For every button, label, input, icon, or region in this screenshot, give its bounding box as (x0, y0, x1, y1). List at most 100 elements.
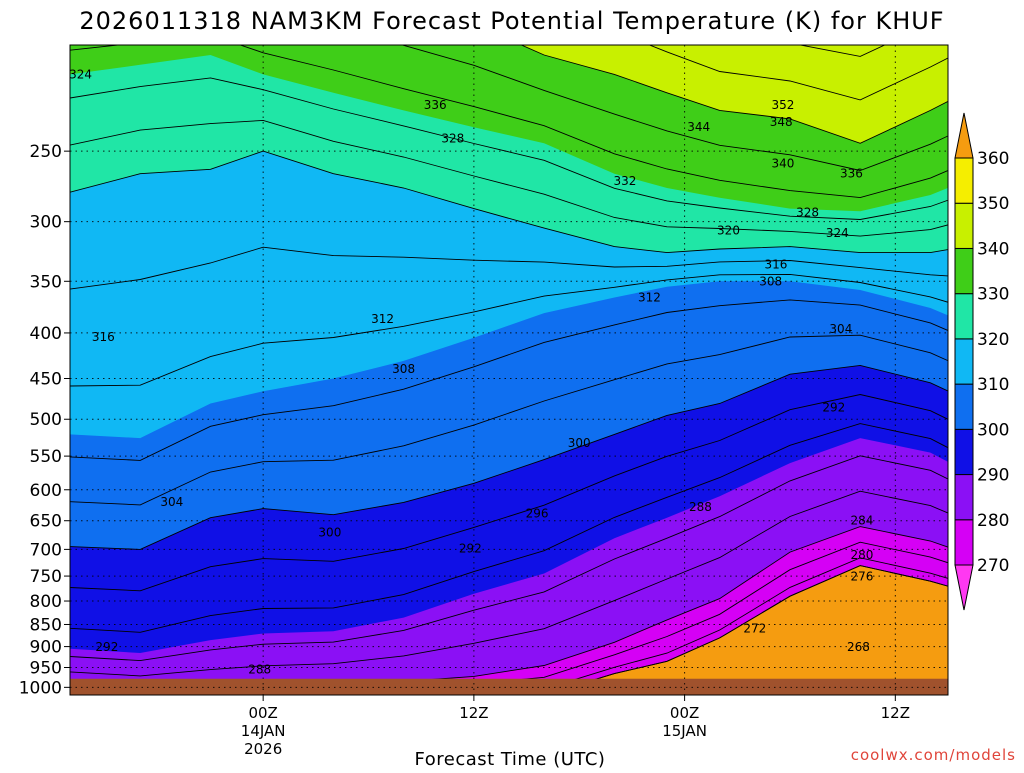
y-tick-label: 700 (30, 540, 62, 560)
contour-label: 340 (771, 156, 794, 170)
colorbar-label: 360 (977, 149, 1009, 169)
colorbar-swatch-270 (954, 519, 974, 566)
colorbar-swatch-330 (954, 247, 974, 295)
contour-label: 288 (689, 500, 712, 514)
y-tick-label: 900 (30, 638, 62, 658)
contour-label: 308 (759, 274, 782, 288)
contour-label: 300 (568, 436, 591, 450)
x-tick-label: 15JAN (662, 722, 707, 740)
contour-308K (70, 299, 948, 461)
y-tick-label: 1000 (19, 678, 62, 698)
contour-300K (70, 364, 948, 550)
band-360K (30, 0, 1024, 5)
contour-label: 276 (851, 570, 874, 584)
contour-label: 328 (796, 206, 819, 220)
colorbar-swatch-290 (954, 428, 974, 476)
contour-label: 308 (392, 362, 415, 376)
colorbar-label: 280 (977, 511, 1009, 531)
contour-324K (70, 119, 948, 237)
contour-label: 292 (822, 400, 845, 414)
colorbar-label: 310 (977, 375, 1009, 395)
x-tick-label: 14JAN (241, 722, 286, 740)
contour-label: 348 (770, 115, 793, 129)
contour-296K (70, 394, 948, 592)
colorbar-swatch-350 (954, 157, 974, 204)
site-credit: coolwx.com/models (851, 746, 1016, 764)
contour-label: 296 (526, 507, 549, 521)
contour-label: 312 (371, 312, 394, 326)
y-tick-label: 300 (30, 213, 62, 233)
contour-label: 352 (771, 98, 794, 112)
contour-328K (70, 77, 948, 220)
y-tick-label: 750 (30, 567, 62, 587)
contour-292K (70, 423, 948, 633)
colorbar-label: 340 (977, 239, 1009, 259)
y-tick-label: 800 (30, 592, 62, 612)
colorbar-label: 270 (977, 556, 1009, 576)
y-tick-label: 500 (30, 410, 62, 430)
contour-284K (70, 490, 948, 677)
y-tick-label: 850 (30, 615, 62, 635)
x-tick-label: 2026 (244, 740, 282, 758)
colorbar-label: 300 (977, 420, 1009, 440)
contour-label: 288 (248, 663, 271, 677)
y-tick-label: 550 (30, 447, 62, 467)
contour-332K (70, 45, 948, 199)
contour-label: 328 (441, 132, 464, 146)
x-axis-label: Forecast Time (UTC) (415, 749, 606, 768)
contour-340K (520, 45, 948, 144)
contour-312K (70, 273, 948, 387)
colorbar-swatch-310 (954, 338, 974, 385)
y-axis: 250 300 350 400 450 500 550 600 650 700 750 800 850 9… (19, 142, 70, 698)
contour-labels: 3243363283443523483443403363323283243203… (69, 67, 874, 677)
colorbar-label: 290 (977, 466, 1009, 486)
contour-label: 324 (69, 67, 92, 81)
y-tick-label: 400 (30, 324, 62, 344)
y-tick-label: 600 (30, 481, 62, 501)
x-tick-label: 00Z (670, 704, 699, 722)
contour-label: 312 (638, 291, 661, 305)
contour-320K (70, 150, 948, 254)
colorbar-label: 320 (977, 330, 1009, 350)
x-tick-label: 00Z (248, 704, 277, 722)
contour-316K (70, 246, 948, 290)
contour-label: 300 (318, 525, 341, 539)
contour-label: 292 (459, 541, 482, 555)
colorbar-arrow-bottom (954, 564, 974, 611)
contour-label: 316 (92, 330, 115, 344)
colorbar-label: 350 (977, 194, 1009, 214)
contour-304K (70, 334, 948, 506)
contour-268K (70, 565, 948, 695)
y-tick-label: 950 (30, 659, 62, 679)
y-tick-label: 450 (30, 369, 62, 389)
plot-area: 3243363283443523483443403363323283243203… (30, 0, 1024, 695)
contour-label: 316 (764, 257, 787, 271)
contour-label: 280 (851, 548, 874, 562)
contour-label: 324 (826, 226, 849, 240)
contour-label: 344 (687, 120, 710, 134)
contour-label: 320 (717, 224, 740, 238)
colorbar-label: 330 (977, 285, 1009, 305)
colorbar-arrow-top (954, 112, 974, 159)
contour-288K (70, 455, 948, 662)
contour-label: 268 (847, 640, 870, 654)
contour-label: 304 (829, 322, 852, 336)
y-tick-label: 350 (30, 272, 62, 292)
colorbar-swatch-300 (954, 383, 974, 430)
contour-label: 336 (424, 98, 447, 112)
contour-336K (401, 45, 948, 171)
contour-label: 304 (160, 495, 183, 509)
y-tick-label: 650 (30, 512, 62, 532)
plot-frame (69, 44, 949, 696)
colorbar-legend: 270 280 290 300 310 320 330 340 350 360 (954, 112, 1009, 611)
contour-label: 284 (851, 514, 874, 528)
x-tick-label: 12Z (459, 704, 488, 722)
ground-fill (70, 678, 948, 695)
colorbar-swatch-320 (954, 293, 974, 340)
band-340K (521, 45, 948, 144)
contour-label: 336 (840, 167, 863, 181)
colorbar-swatch-340 (954, 202, 974, 249)
